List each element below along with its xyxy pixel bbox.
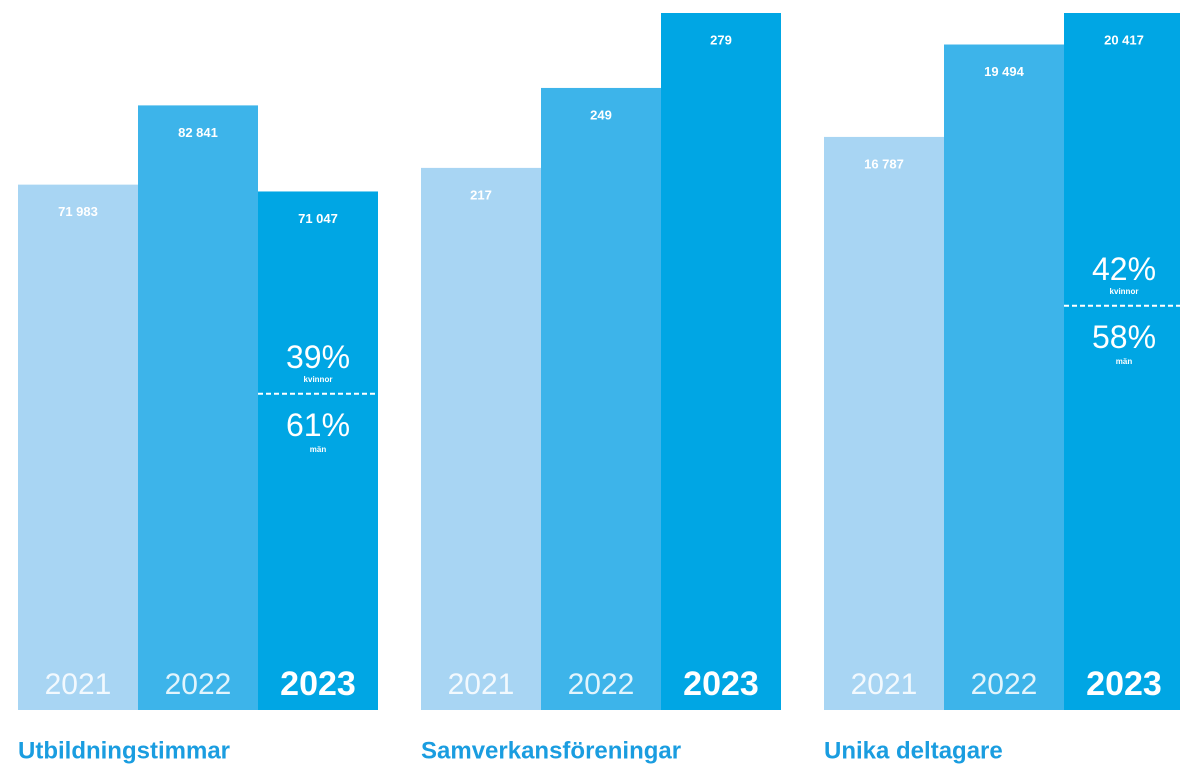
bar	[1064, 13, 1180, 710]
year-label: 2022	[165, 668, 232, 701]
split-caption: män	[310, 445, 327, 454]
bar	[421, 167, 541, 710]
bar	[541, 87, 661, 711]
year-label: 2021	[45, 668, 112, 701]
year-label: 2023	[280, 665, 356, 703]
bar	[138, 105, 258, 711]
panel-title: Utbildningstimmar	[18, 737, 230, 764]
panel-title: Samverkansföreningar	[421, 737, 681, 764]
value-label: 71 983	[58, 204, 98, 219]
value-label: 20 417	[1104, 32, 1144, 47]
value-label: 16 787	[864, 156, 904, 171]
bar	[258, 191, 378, 710]
split-pct: 61%	[286, 407, 350, 443]
split-pct: 58%	[1092, 319, 1156, 355]
panel-title: Unika deltagare	[824, 737, 1003, 764]
year-label: 2021	[851, 668, 918, 701]
year-label: 2021	[448, 668, 515, 701]
split-pct: 42%	[1092, 251, 1156, 287]
year-label: 2023	[1086, 665, 1162, 703]
value-label: 217	[470, 187, 492, 202]
split-caption: kvinnor	[1110, 287, 1139, 296]
value-label: 82 841	[178, 125, 218, 140]
value-label: 19 494	[984, 64, 1025, 79]
year-label: 2022	[568, 668, 635, 701]
split-caption: män	[1116, 357, 1133, 366]
value-label: 279	[710, 32, 732, 47]
value-label: 249	[590, 107, 612, 122]
year-label: 2023	[683, 665, 759, 703]
bar	[18, 184, 138, 711]
split-caption: kvinnor	[304, 375, 333, 384]
value-label: 71 047	[298, 211, 338, 226]
year-label: 2022	[971, 668, 1038, 701]
bar	[661, 13, 781, 710]
bar	[944, 44, 1064, 710]
bar	[824, 136, 944, 710]
split-pct: 39%	[286, 339, 350, 375]
